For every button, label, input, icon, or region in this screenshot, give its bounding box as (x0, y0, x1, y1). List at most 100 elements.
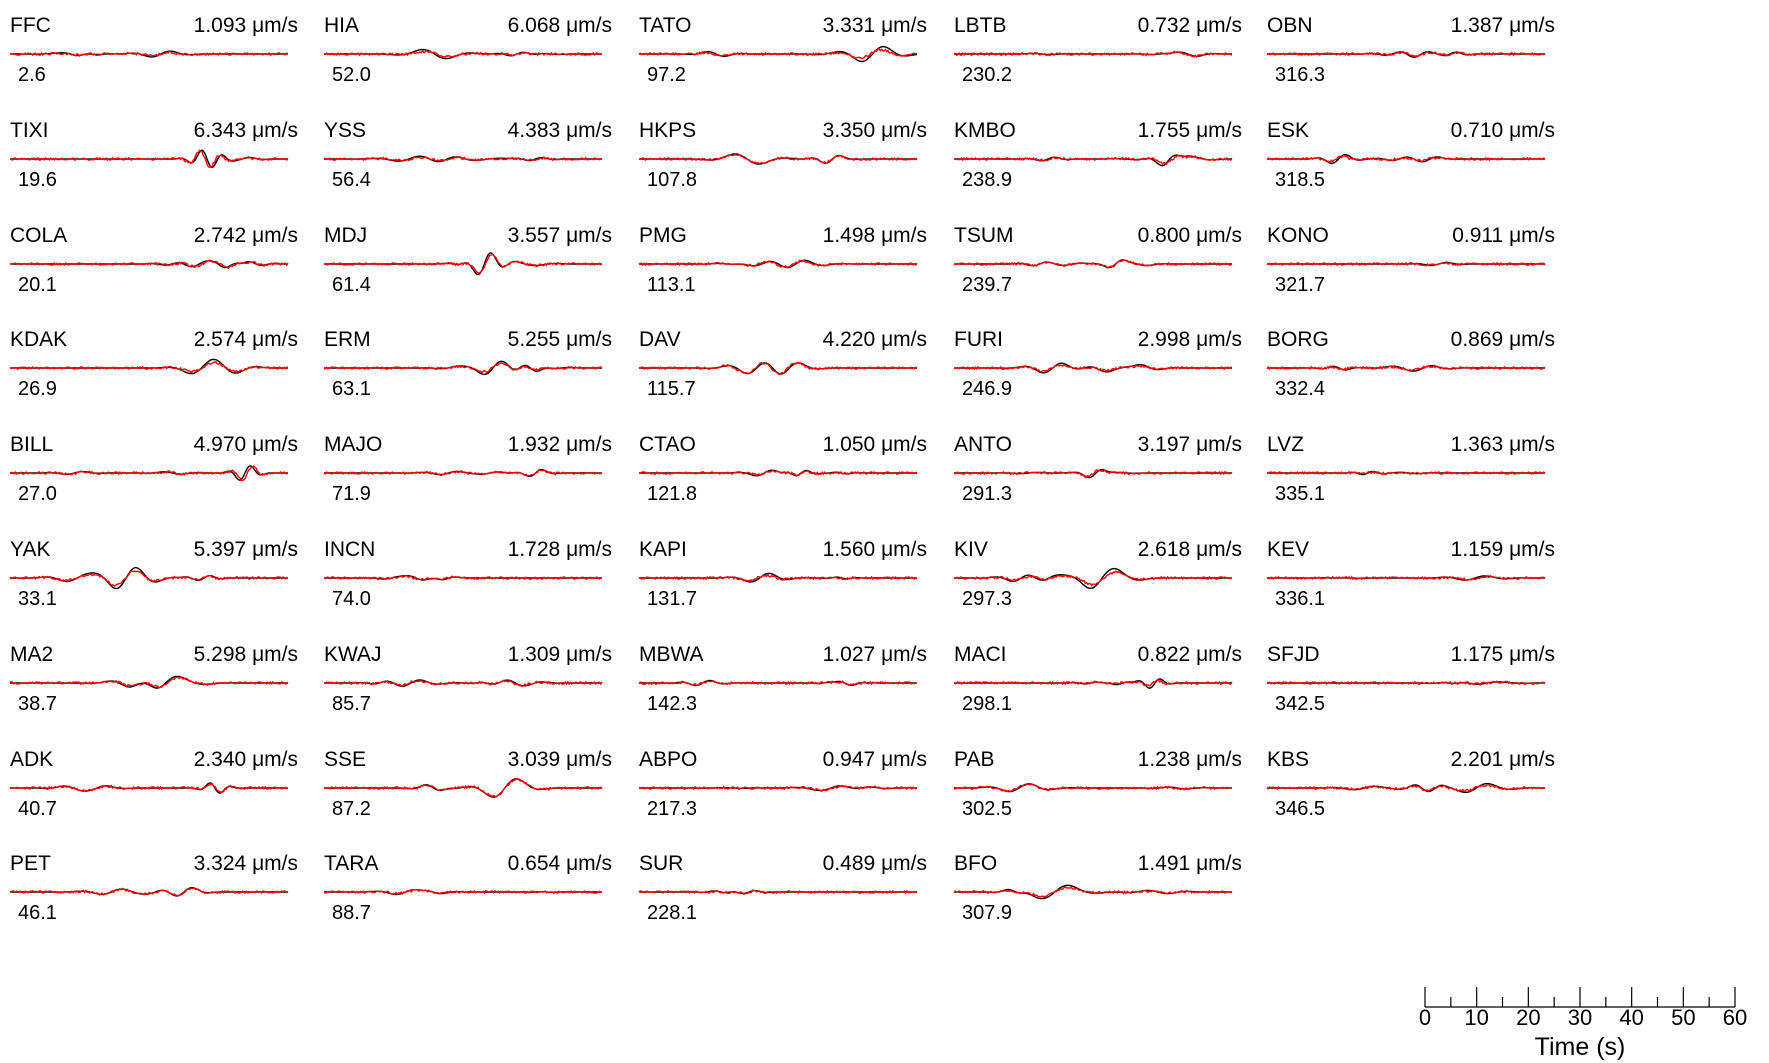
synthetic-trace (953, 679, 1233, 687)
amplitude-unit: μm/s (1509, 328, 1555, 351)
amplitude-unit: μm/s (1196, 538, 1242, 561)
peak-amplitude: 2.201 μm/s (1451, 748, 1555, 772)
synthetic-trace (638, 361, 918, 376)
station-panel: SUR 0.489 μm/s 228.1 (629, 846, 949, 956)
peak-amplitude: 4.970 μm/s (194, 433, 298, 457)
amplitude-value: 2.998 (1137, 328, 1191, 351)
station-azimuth: 56.4 (332, 169, 371, 191)
station-panel: KWAJ 1.309 μm/s 85.7 (314, 637, 634, 747)
station-panel: KAPI 1.560 μm/s 131.7 (629, 532, 949, 642)
amplitude-value: 5.298 (193, 643, 247, 666)
peak-amplitude: 6.343 μm/s (194, 119, 298, 143)
amplitude-value: 1.932 (507, 433, 561, 456)
peak-amplitude: 2.574 μm/s (194, 328, 298, 352)
station-name: TSUM (954, 224, 1014, 247)
amplitude-unit: μm/s (566, 643, 612, 666)
peak-amplitude: 5.397 μm/s (194, 538, 298, 562)
station-azimuth: 38.7 (18, 693, 57, 715)
station-name: INCN (324, 538, 376, 561)
station-panel: CTAO 1.050 μm/s 121.8 (629, 427, 949, 537)
waveform-plot (953, 362, 1233, 374)
amplitude-unit: μm/s (881, 433, 927, 456)
amplitude-value: 3.350 (822, 119, 876, 142)
waveform-plot (9, 149, 289, 169)
station-name: PET (10, 852, 51, 875)
amplitude-unit: μm/s (1196, 14, 1242, 37)
station-azimuth: 107.8 (647, 169, 698, 191)
waveform-plot (1266, 364, 1546, 372)
station-azimuth: 335.1 (1275, 483, 1326, 505)
synthetic-trace (639, 153, 918, 165)
peak-amplitude: 3.039 μm/s (508, 748, 612, 772)
peak-amplitude: 1.159 μm/s (1451, 538, 1555, 562)
waveform-plot (1266, 470, 1546, 476)
waveform-plot (638, 785, 918, 792)
station-azimuth: 63.1 (332, 378, 371, 400)
station-panel: HIA 6.068 μm/s 52.0 (314, 8, 634, 118)
station-name: SUR (639, 852, 684, 875)
station-name: ESK (1267, 119, 1310, 142)
amplitude-unit: μm/s (881, 328, 927, 351)
amplitude-unit: μm/s (252, 643, 298, 666)
peak-amplitude: 0.911 μm/s (1452, 224, 1555, 248)
station-panel: FFC 1.093 μm/s 2.6 (0, 8, 320, 118)
station-name: ABPO (639, 748, 698, 771)
waveform-plot (638, 572, 918, 583)
synthetic-trace (10, 465, 289, 482)
station-name: KAPI (639, 538, 687, 561)
station-panel: ADK 2.340 μm/s 40.7 (0, 742, 320, 852)
station-name: FFC (10, 14, 51, 37)
peak-amplitude: 0.947 μm/s (823, 748, 927, 772)
peak-amplitude: 0.732 μm/s (1138, 14, 1242, 38)
station-azimuth: 142.3 (647, 693, 698, 715)
station-panel: KDAK 2.574 μm/s 26.9 (0, 322, 320, 432)
synthetic-trace (638, 259, 918, 269)
amplitude-value: 1.491 (1137, 852, 1191, 875)
station-azimuth: 321.7 (1275, 274, 1326, 296)
amplitude-unit: μm/s (566, 224, 612, 247)
waveform-plot (638, 259, 918, 269)
synthetic-trace (1266, 50, 1546, 58)
synthetic-trace (953, 154, 1233, 166)
peak-amplitude: 1.027 μm/s (823, 643, 927, 667)
station-panel: KEV 1.159 μm/s 336.1 (1257, 532, 1577, 642)
synthetic-trace (1266, 154, 1546, 164)
amplitude-value: 0.732 (1137, 14, 1191, 37)
synthetic-trace (9, 570, 289, 588)
waveform-plot (639, 469, 918, 477)
station-name: BORG (1267, 328, 1329, 351)
station-panel: TIXI 6.343 μm/s 19.6 (0, 113, 320, 223)
station-azimuth: 26.9 (18, 378, 57, 400)
station-azimuth: 318.5 (1275, 169, 1326, 191)
station-azimuth: 71.9 (332, 483, 371, 505)
station-panel: SSE 3.039 μm/s 87.2 (314, 742, 634, 852)
station-panel: TATO 3.331 μm/s 97.2 (629, 8, 949, 118)
station-panel: ERM 5.255 μm/s 63.1 (314, 322, 634, 432)
amplitude-unit: μm/s (566, 328, 612, 351)
station-azimuth: 291.3 (962, 483, 1013, 505)
synthetic-trace (323, 362, 603, 374)
amplitude-unit: μm/s (1509, 643, 1555, 666)
amplitude-value: 0.654 (507, 852, 561, 875)
synthetic-trace (323, 49, 603, 58)
amplitude-unit: μm/s (881, 224, 927, 247)
synthetic-trace (323, 888, 603, 896)
synthetic-trace (953, 886, 1233, 899)
amplitude-unit: μm/s (252, 224, 298, 247)
peak-amplitude: 1.387 μm/s (1451, 14, 1555, 38)
peak-amplitude: 1.050 μm/s (823, 433, 927, 457)
waveform-plot (1266, 153, 1546, 165)
amplitude-unit: μm/s (881, 119, 927, 142)
amplitude-value: 6.068 (507, 14, 561, 37)
amplitude-unit: μm/s (881, 748, 927, 771)
station-azimuth: 228.1 (647, 902, 698, 924)
station-name: FURI (954, 328, 1003, 351)
synthetic-trace (323, 252, 603, 274)
amplitude-unit: μm/s (252, 14, 298, 37)
station-azimuth: 74.0 (332, 588, 371, 610)
amplitude-value: 3.331 (822, 14, 876, 37)
station-azimuth: 336.1 (1275, 588, 1326, 610)
synthetic-trace (323, 468, 603, 477)
station-name: CTAO (639, 433, 696, 456)
